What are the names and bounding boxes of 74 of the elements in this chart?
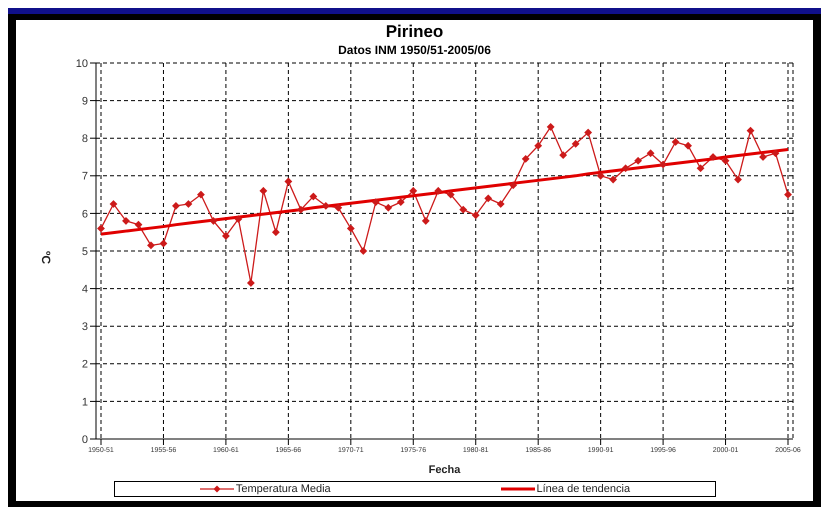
- legend-label: Línea de tendencia: [536, 483, 630, 495]
- point: [709, 153, 717, 161]
- y-tick-label: 10: [76, 58, 88, 70]
- y-tick-label: 7: [82, 170, 88, 183]
- point: [596, 172, 604, 180]
- point: [484, 194, 492, 202]
- point: [360, 247, 368, 255]
- point: [746, 126, 754, 134]
- y-tick-label: 0: [82, 434, 88, 446]
- point: [260, 187, 268, 195]
- point: [572, 140, 580, 148]
- y-tick-label: 2: [82, 358, 88, 371]
- point: [160, 240, 168, 248]
- point: [646, 150, 654, 157]
- point: [322, 202, 330, 210]
- point: [184, 200, 192, 208]
- y-tick-label: 3: [82, 321, 88, 334]
- point: [510, 182, 517, 189]
- point: [772, 150, 780, 157]
- point: [497, 200, 504, 208]
- point: [784, 190, 792, 198]
- point: [722, 157, 730, 164]
- point: [234, 215, 242, 223]
- y-tick-label: 4: [82, 284, 88, 296]
- y-axis-title: ºC: [38, 251, 53, 264]
- point: [759, 153, 767, 161]
- point: [659, 160, 667, 168]
- point: [172, 202, 180, 210]
- point: [272, 228, 280, 236]
- point: [197, 190, 205, 198]
- line-series: [99, 148, 790, 236]
- point: [410, 187, 417, 195]
- y-tick-label: 1: [82, 396, 88, 408]
- point: [447, 190, 454, 198]
- point: [546, 123, 554, 131]
- point: [147, 242, 155, 250]
- point: [122, 217, 130, 225]
- point: [110, 200, 118, 208]
- point: [622, 164, 630, 172]
- point: [634, 157, 642, 164]
- point: [334, 204, 342, 212]
- point: [609, 176, 617, 184]
- chart-subtitle: Datos INM 1950/51-2005/06: [337, 43, 492, 57]
- y-tick-label: 9: [82, 96, 88, 108]
- point: [584, 128, 592, 136]
- y-tick-label: 5: [82, 246, 88, 258]
- point: [284, 178, 292, 186]
- point: [247, 279, 255, 287]
- point: [310, 192, 318, 200]
- point: [210, 217, 218, 225]
- point: [522, 155, 530, 163]
- point: [559, 151, 567, 159]
- point: [534, 142, 542, 150]
- point: [222, 232, 230, 240]
- point: [472, 212, 480, 219]
- point: [672, 138, 680, 146]
- point: [347, 224, 355, 232]
- point: [372, 198, 380, 206]
- point: [684, 142, 692, 150]
- point: [397, 198, 404, 206]
- point: [460, 206, 467, 214]
- point: [422, 217, 430, 225]
- point: [734, 176, 742, 184]
- x-axis-title: Fecha: [428, 464, 462, 476]
- point: [384, 204, 392, 212]
- chart-title: Pirineo: [384, 21, 444, 42]
- legend-label: Temperatura Media: [236, 483, 331, 495]
- point: [434, 187, 442, 195]
- point: [696, 164, 704, 172]
- point: [97, 224, 105, 232]
- y-tick-label: 8: [82, 133, 88, 146]
- point: [134, 220, 142, 228]
- y-tick-label: 6: [82, 208, 88, 220]
- point: [297, 206, 305, 214]
